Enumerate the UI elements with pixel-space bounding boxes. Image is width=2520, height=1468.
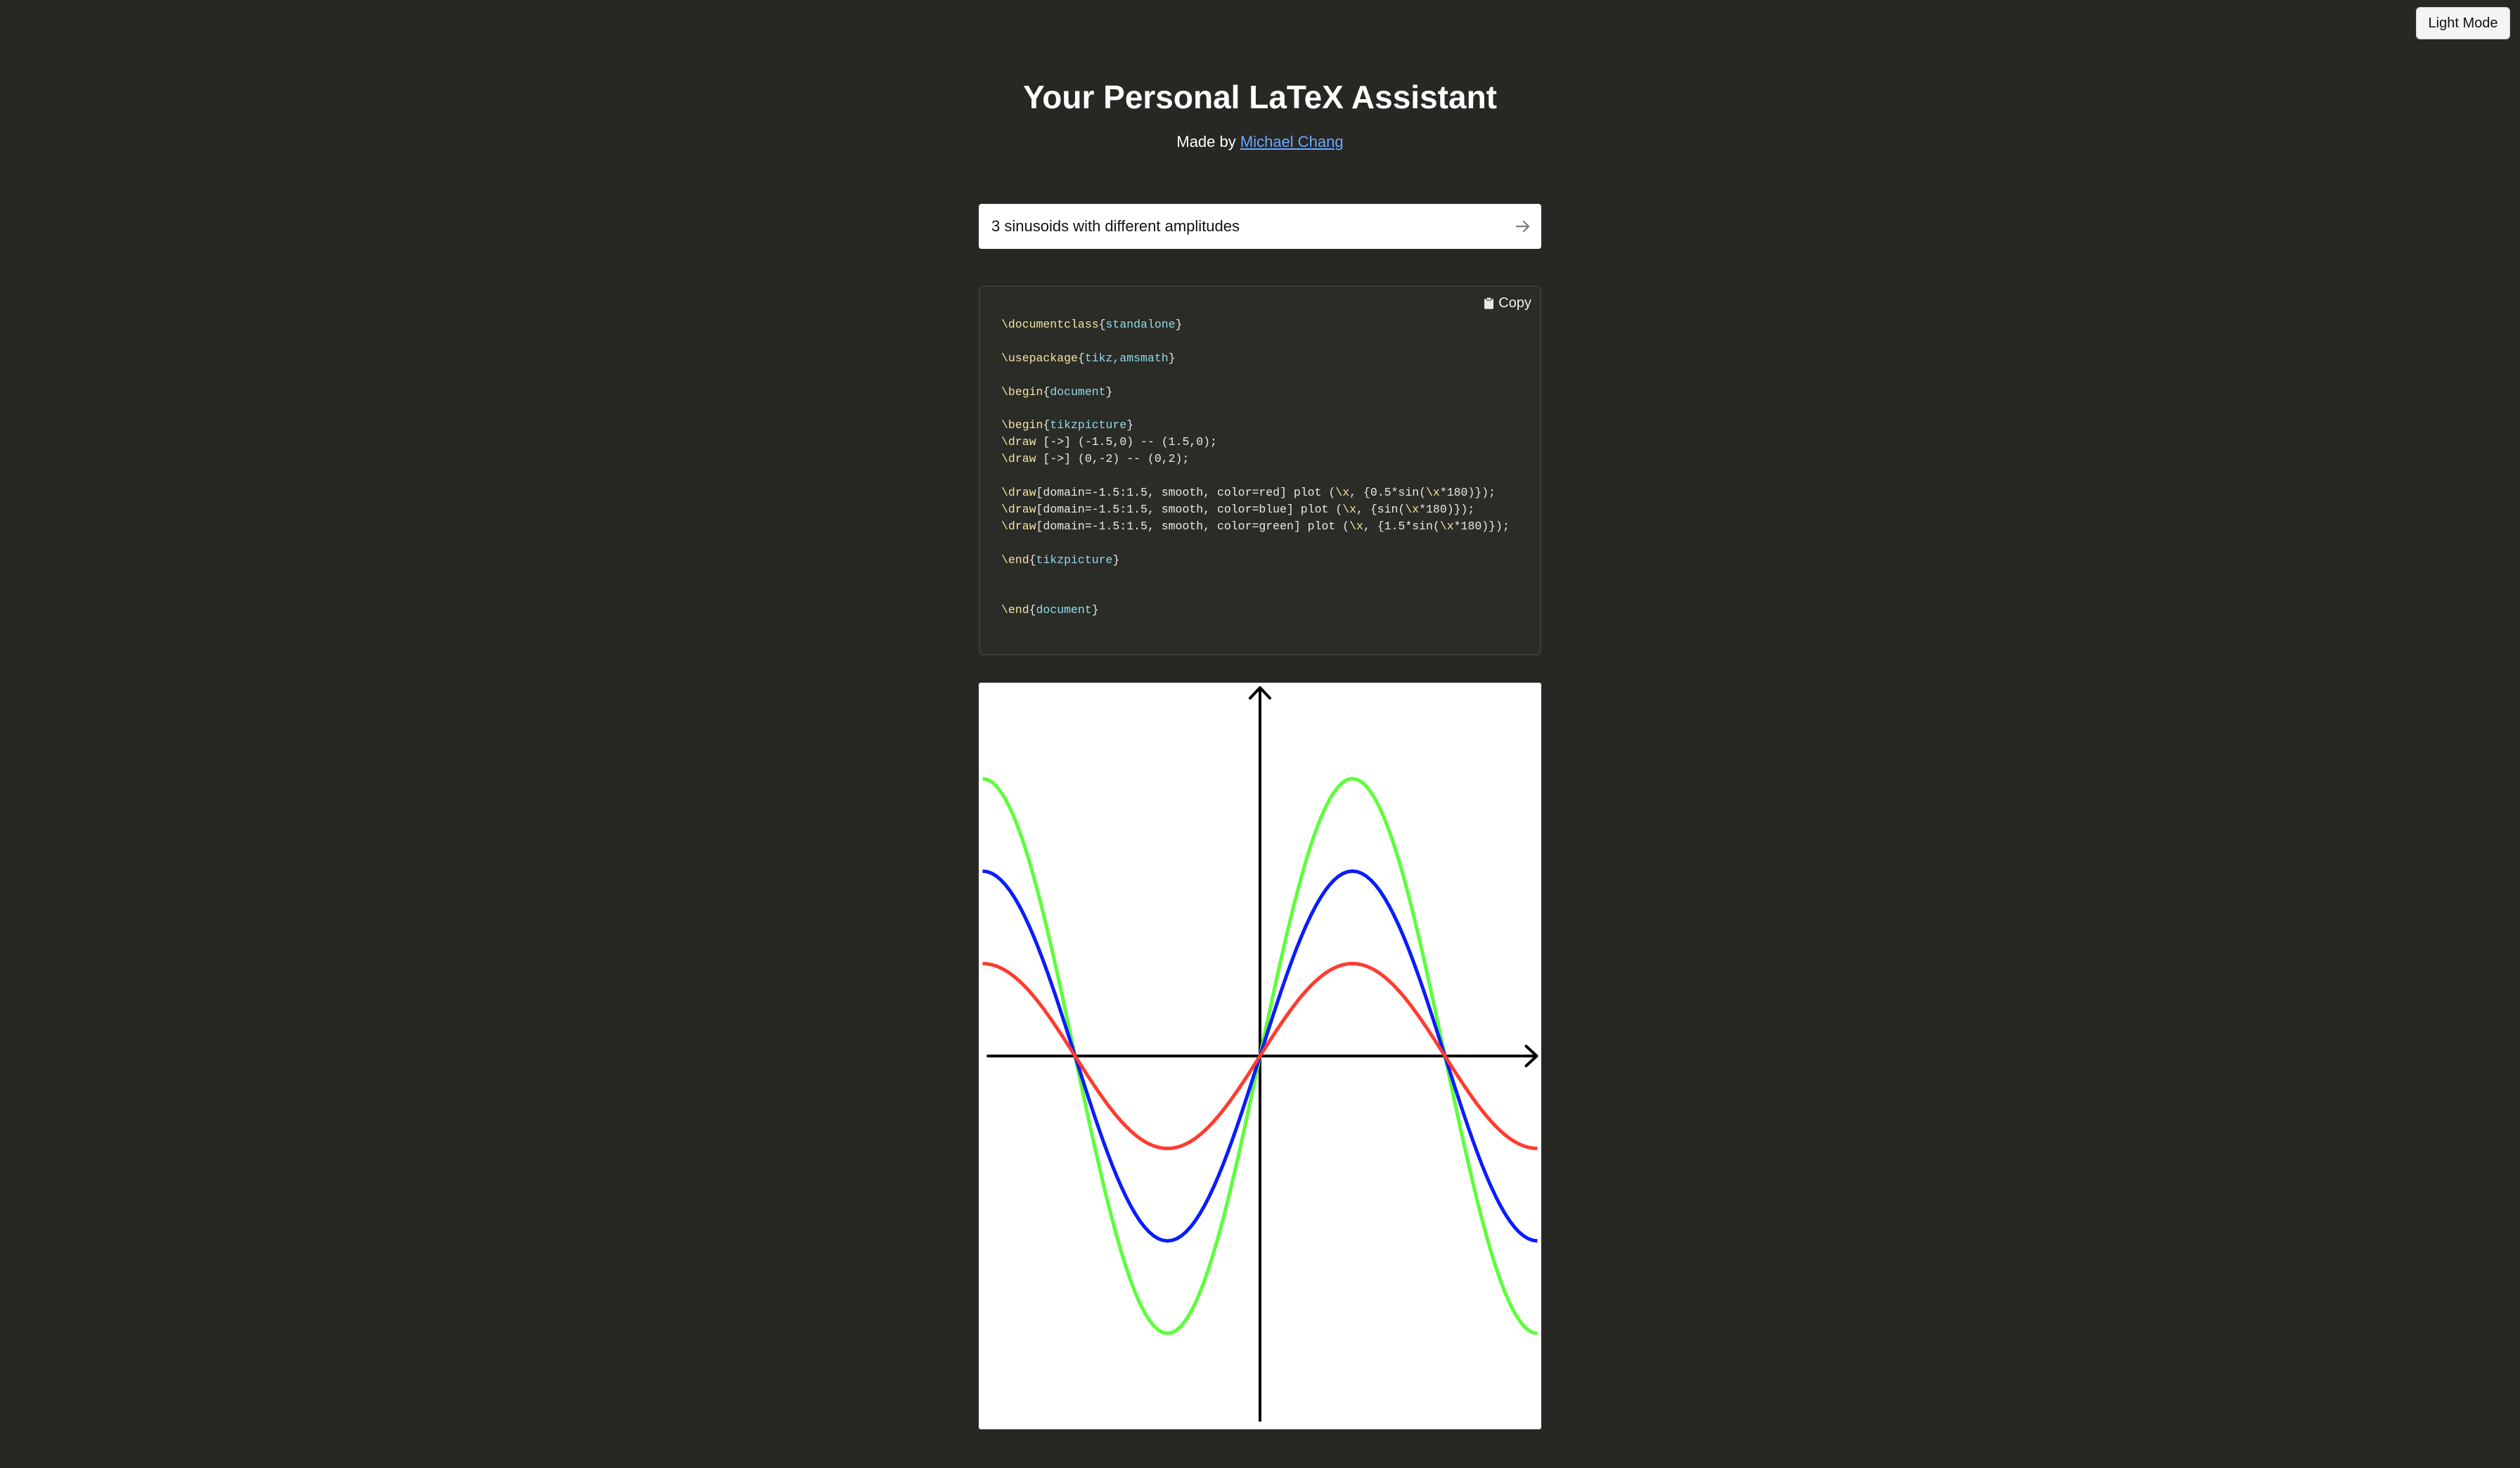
code-text: } <box>1091 603 1099 617</box>
code-text: } <box>1105 385 1113 399</box>
code-line <box>1001 401 1510 418</box>
sinusoid-series-amplitude-0-5 <box>982 962 1538 1150</box>
copy-label: Copy <box>1498 295 1531 311</box>
sinusoid-plot <box>982 686 1538 1422</box>
code-text: [->] (-1.5,0) -- (1.5,0); <box>1036 435 1217 449</box>
code-line <box>1001 468 1510 484</box>
code-line: \draw[domain=-1.5:1.5, smooth, color=gre… <box>1001 518 1510 535</box>
code-command: \x <box>1405 502 1420 516</box>
clipboard-icon <box>1484 297 1494 309</box>
arrow-right-icon <box>1515 220 1530 233</box>
code-argument: tikzpicture <box>1036 553 1113 567</box>
code-text: , {0.5*sin( <box>1349 486 1427 500</box>
prompt-input[interactable] <box>979 204 1505 249</box>
code-command: \x <box>1349 519 1363 533</box>
code-line: \begin{tikzpicture} <box>1001 417 1510 434</box>
code-line <box>1001 535 1510 552</box>
code-text: *180)}); <box>1453 519 1510 533</box>
latex-code: \documentclass{standalone} \usepackage{t… <box>1001 316 1510 619</box>
made-by-label: Made by <box>1176 133 1240 150</box>
code-argument: document <box>1036 603 1092 617</box>
code-text: { <box>1029 553 1036 567</box>
code-text: [domain=-1.5:1.5, smooth, color=red] plo… <box>1036 486 1336 500</box>
code-text: { <box>1043 418 1050 432</box>
x-axis-arrowhead <box>1524 1045 1538 1067</box>
code-command: \usepackage <box>1001 351 1078 365</box>
author-link[interactable]: Michael Chang <box>1240 133 1344 150</box>
code-command: \draw <box>1001 519 1036 533</box>
code-command: \begin <box>1001 418 1043 432</box>
code-line: \draw[domain=-1.5:1.5, smooth, color=blu… <box>1001 501 1510 518</box>
code-line <box>1001 586 1510 603</box>
light-mode-button[interactable]: Light Mode <box>2416 7 2510 39</box>
code-text: } <box>1175 318 1183 331</box>
code-argument: tikz,amsmath <box>1084 351 1169 365</box>
code-command: \x <box>1426 486 1440 500</box>
code-command: \x <box>1439 519 1454 533</box>
code-line: \draw [->] (0,-2) -- (0,2); <box>1001 451 1510 468</box>
code-line: \begin{document} <box>1001 384 1510 401</box>
code-text: , {1.5*sin( <box>1363 519 1440 533</box>
code-line: \draw [->] (-1.5,0) -- (1.5,0); <box>1001 434 1510 451</box>
code-argument: standalone <box>1105 318 1176 331</box>
code-text: { <box>1098 318 1106 331</box>
code-command: \begin <box>1001 385 1043 399</box>
code-line: \draw[domain=-1.5:1.5, smooth, color=red… <box>1001 484 1510 501</box>
author-credit: Made by Michael Chang <box>0 131 2520 153</box>
code-line <box>1001 367 1510 384</box>
code-text: , {sin( <box>1356 502 1406 516</box>
code-command: \draw <box>1001 435 1036 449</box>
code-text: } <box>1168 351 1176 365</box>
code-command: \draw <box>1001 486 1036 500</box>
code-argument: document <box>1050 385 1106 399</box>
code-line: \end{document} <box>1001 602 1510 619</box>
code-text: { <box>1029 603 1036 617</box>
code-text: [->] (0,-2) -- (0,2); <box>1036 452 1190 466</box>
code-text: } <box>1126 418 1134 432</box>
code-line: \end{tikzpicture} <box>1001 552 1510 569</box>
code-line: \documentclass{standalone} <box>1001 316 1510 333</box>
page-title: Your Personal LaTeX Assistant <box>1022 79 1497 115</box>
code-command: \end <box>1001 553 1029 567</box>
y-axis-arrowhead <box>1249 686 1271 700</box>
rendered-figure <box>979 683 1541 1429</box>
code-command: \x <box>1335 486 1350 500</box>
code-text: *180)}); <box>1419 502 1475 516</box>
submit-button[interactable] <box>1505 204 1541 249</box>
code-command: \end <box>1001 603 1029 617</box>
code-text: { <box>1077 351 1085 365</box>
prompt-box <box>979 204 1541 249</box>
code-line: \usepackage{tikz,amsmath} <box>1001 350 1510 367</box>
copy-button[interactable]: Copy <box>1484 291 1531 315</box>
code-text: [domain=-1.5:1.5, smooth, color=green] p… <box>1036 519 1350 533</box>
code-text: } <box>1112 553 1120 567</box>
code-panel: Copy \documentclass{standalone} \usepack… <box>979 285 1541 655</box>
code-command: \documentclass <box>1001 318 1099 331</box>
code-argument: tikzpicture <box>1050 418 1127 432</box>
code-command: \draw <box>1001 502 1036 516</box>
code-line <box>1001 569 1510 586</box>
code-line <box>1001 333 1510 350</box>
code-command: \draw <box>1001 452 1036 466</box>
code-command: \x <box>1342 502 1356 516</box>
code-text: { <box>1043 385 1050 399</box>
code-text: *180)}); <box>1439 486 1496 500</box>
code-text: [domain=-1.5:1.5, smooth, color=blue] pl… <box>1036 502 1343 516</box>
